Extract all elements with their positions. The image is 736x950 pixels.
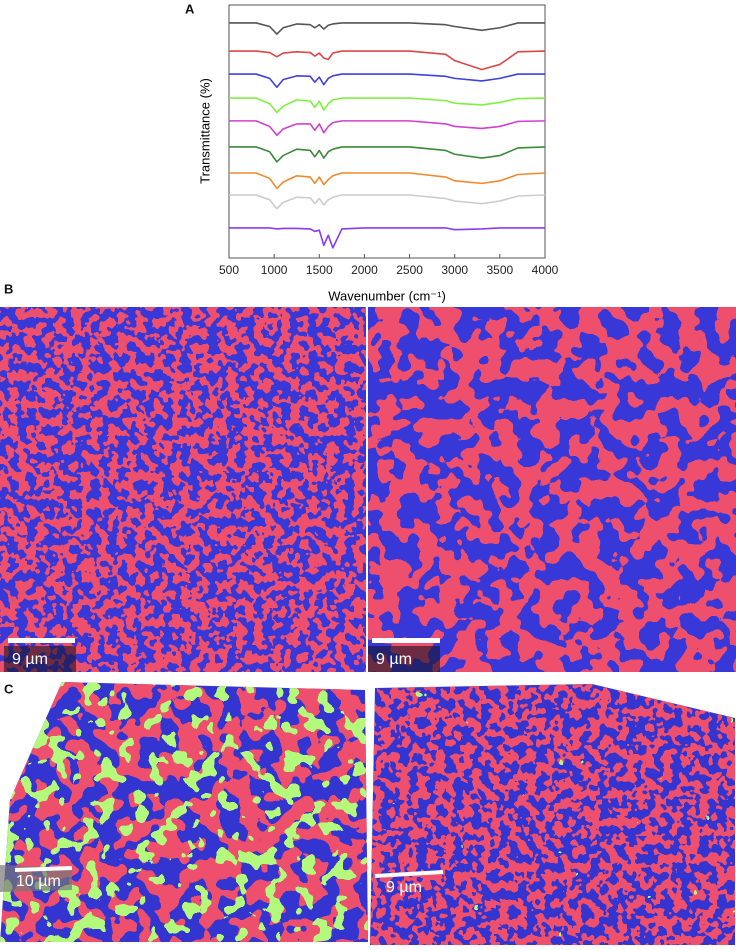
spectrum-line — [229, 194, 546, 210]
scale-box — [368, 646, 440, 672]
panel-label: B — [4, 281, 13, 296]
scale-bar — [14, 866, 73, 872]
spectrum-line — [229, 73, 545, 89]
scale-bar — [372, 638, 440, 643]
x-tick-label: 1500 — [306, 263, 333, 277]
panel-label: A — [185, 1, 195, 16]
panel-label: C — [4, 681, 14, 696]
surface-image — [0, 682, 368, 942]
x-tick-label: 500 — [219, 263, 239, 277]
spectrum-line — [229, 172, 546, 190]
scale-box — [4, 646, 76, 672]
map-image-overlay — [0, 307, 366, 672]
scale-label: 10 µm — [16, 873, 61, 890]
spectrum-line — [229, 227, 545, 249]
scale-bar — [374, 870, 444, 878]
spectrum-line — [229, 146, 546, 163]
x-tick-label: 3500 — [487, 263, 514, 277]
spectrum-line — [229, 22, 545, 35]
x-tick-label: 4000 — [532, 263, 559, 277]
spectrum-line — [229, 50, 546, 71]
scale-label: 9 µm — [386, 879, 422, 896]
x-tick-label: 2500 — [396, 263, 423, 277]
surface-green — [370, 684, 735, 945]
scale-label: 9 µm — [376, 651, 412, 668]
y-axis-label: Transmittance (%) — [197, 78, 212, 184]
surface-image — [370, 684, 735, 945]
x-tick-label: 3000 — [441, 263, 468, 277]
x-tick-label: 1000 — [261, 263, 288, 277]
surface-green — [0, 682, 368, 942]
plot-frame — [228, 4, 546, 259]
map-image-overlay — [368, 307, 736, 672]
x-axis-label: Wavenumber (cm⁻¹) — [328, 288, 446, 303]
scale-label: 9 µm — [12, 651, 48, 668]
x-tick-label: 2000 — [351, 263, 378, 277]
spectrum-line — [229, 97, 546, 114]
scale-bar — [8, 638, 75, 643]
spectrum-line — [229, 120, 546, 137]
